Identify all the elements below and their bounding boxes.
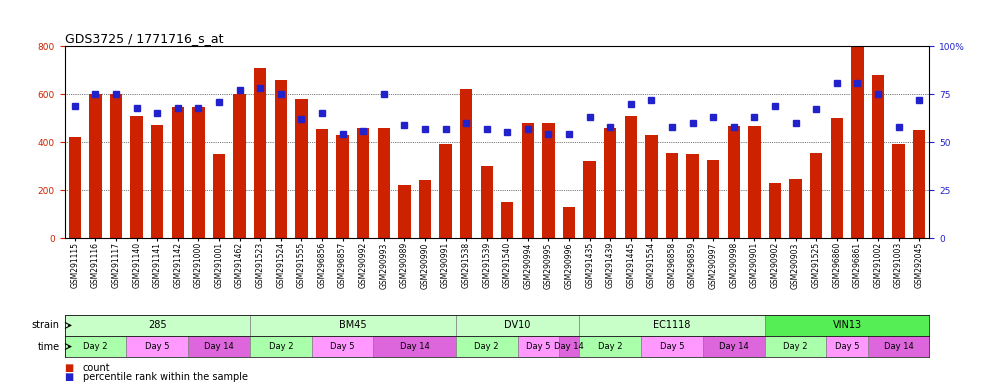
Bar	[151, 125, 163, 238]
Bar	[249, 336, 312, 357]
Bar	[110, 94, 122, 238]
Bar	[768, 183, 781, 238]
Text: Day 2: Day 2	[83, 342, 107, 351]
Text: BM45: BM45	[339, 320, 367, 331]
Bar	[439, 144, 451, 238]
Text: Day 5: Day 5	[330, 342, 355, 351]
Text: Day 2: Day 2	[598, 342, 622, 351]
Bar	[480, 166, 493, 238]
Bar	[188, 336, 249, 357]
Bar	[563, 207, 576, 238]
Bar	[728, 126, 740, 238]
Bar	[249, 315, 456, 336]
Bar	[357, 127, 370, 238]
Bar	[764, 336, 826, 357]
Text: Day 14: Day 14	[204, 342, 234, 351]
Bar	[872, 75, 884, 238]
Bar	[418, 180, 431, 238]
Bar	[460, 89, 472, 238]
Text: DV10: DV10	[504, 320, 531, 331]
Bar	[764, 315, 929, 336]
Bar	[748, 126, 760, 238]
Text: 285: 285	[148, 320, 167, 331]
Bar	[65, 336, 126, 357]
Bar	[810, 153, 822, 238]
Text: Day 2: Day 2	[474, 342, 499, 351]
Text: percentile rank within the sample: percentile rank within the sample	[83, 372, 248, 382]
Text: Day 14: Day 14	[719, 342, 748, 351]
Text: VIN13: VIN13	[832, 320, 862, 331]
Text: Day 5: Day 5	[526, 342, 551, 351]
Bar	[336, 135, 349, 238]
Bar	[89, 94, 101, 238]
Bar	[501, 202, 514, 238]
Bar	[378, 127, 390, 238]
Bar	[583, 161, 595, 238]
Bar	[374, 336, 456, 357]
Bar	[456, 336, 518, 357]
Bar	[65, 315, 249, 336]
Text: Day 2: Day 2	[268, 342, 293, 351]
Bar	[69, 137, 82, 238]
Bar	[851, 31, 864, 238]
Bar	[666, 153, 678, 238]
Bar	[399, 185, 411, 238]
Bar	[456, 315, 580, 336]
Text: ■: ■	[65, 363, 74, 373]
Bar	[518, 336, 559, 357]
Bar	[912, 130, 925, 238]
Text: ■: ■	[65, 372, 74, 382]
Bar	[604, 127, 616, 238]
Bar	[703, 336, 764, 357]
Text: strain: strain	[32, 320, 60, 331]
Bar	[559, 336, 580, 357]
Text: time: time	[38, 341, 60, 352]
Bar	[522, 123, 534, 238]
Text: count: count	[83, 363, 110, 373]
Text: Day 5: Day 5	[145, 342, 170, 351]
Bar	[126, 336, 188, 357]
Text: EC1118: EC1118	[653, 320, 691, 331]
Bar	[831, 118, 843, 238]
Bar	[295, 99, 307, 238]
Bar	[130, 116, 143, 238]
Bar	[274, 79, 287, 238]
Bar	[826, 336, 868, 357]
Text: Day 5: Day 5	[835, 342, 859, 351]
Text: Day 14: Day 14	[400, 342, 429, 351]
Bar	[213, 154, 226, 238]
Bar	[624, 116, 637, 238]
Text: Day 14: Day 14	[884, 342, 913, 351]
Bar	[316, 129, 328, 238]
Bar	[192, 107, 205, 238]
Bar	[789, 179, 802, 238]
Bar	[580, 315, 764, 336]
Bar	[312, 336, 374, 357]
Bar	[687, 154, 699, 238]
Bar	[645, 135, 658, 238]
Bar	[641, 336, 703, 357]
Bar	[254, 68, 266, 238]
Text: Day 5: Day 5	[660, 342, 684, 351]
Bar	[868, 336, 929, 357]
Bar	[893, 144, 905, 238]
Bar	[172, 107, 184, 238]
Bar	[580, 336, 641, 357]
Bar	[707, 160, 720, 238]
Bar	[234, 94, 246, 238]
Text: Day 2: Day 2	[783, 342, 808, 351]
Text: GDS3725 / 1771716_s_at: GDS3725 / 1771716_s_at	[65, 32, 223, 45]
Bar	[543, 123, 555, 238]
Text: Day 14: Day 14	[555, 342, 583, 351]
